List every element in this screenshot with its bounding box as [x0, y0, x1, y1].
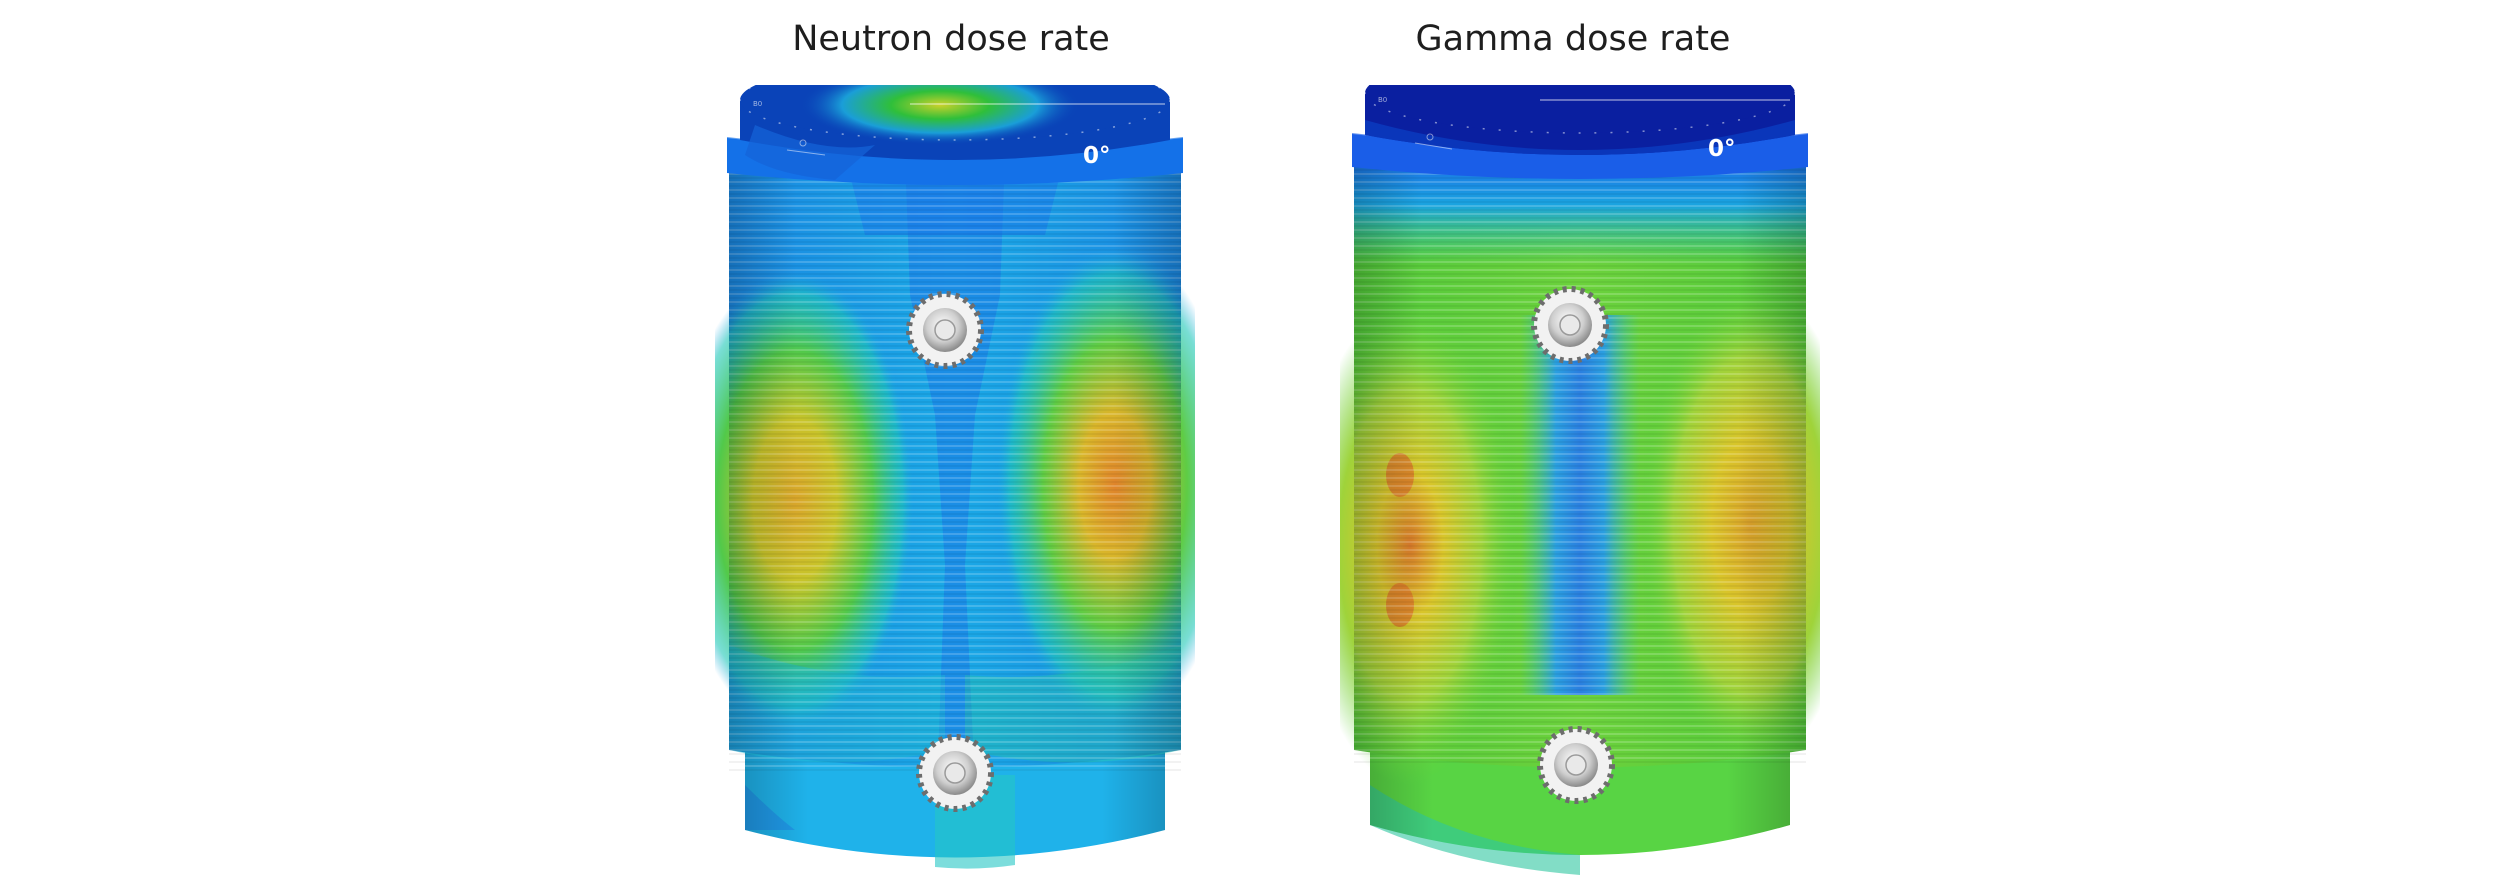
neutron-upper-trunnion: [906, 291, 984, 369]
gamma-main-body: [1340, 145, 1820, 785]
gamma-lower-trunnion: [1537, 726, 1615, 804]
gamma-cask-model: B0: [1340, 85, 1820, 875]
gamma-panel-title: Gamma dose rate: [1415, 19, 1731, 59]
neutron-angle-label: 0°: [1083, 143, 1111, 169]
svg-text:B0: B0: [1378, 96, 1387, 104]
svg-text:B0: B0: [753, 100, 762, 108]
neutron-lower-trunnion: [916, 734, 994, 812]
gamma-lid: B0: [1364, 85, 1796, 155]
neutron-cask-model: B0: [715, 85, 1195, 869]
gamma-upper-trunnion: [1531, 286, 1609, 364]
neutron-panel-title: Neutron dose rate: [792, 19, 1110, 59]
gamma-angle-label: 0°: [1708, 136, 1736, 162]
neutron-lid: B0: [739, 85, 1171, 180]
neutron-main-body: [715, 151, 1195, 785]
